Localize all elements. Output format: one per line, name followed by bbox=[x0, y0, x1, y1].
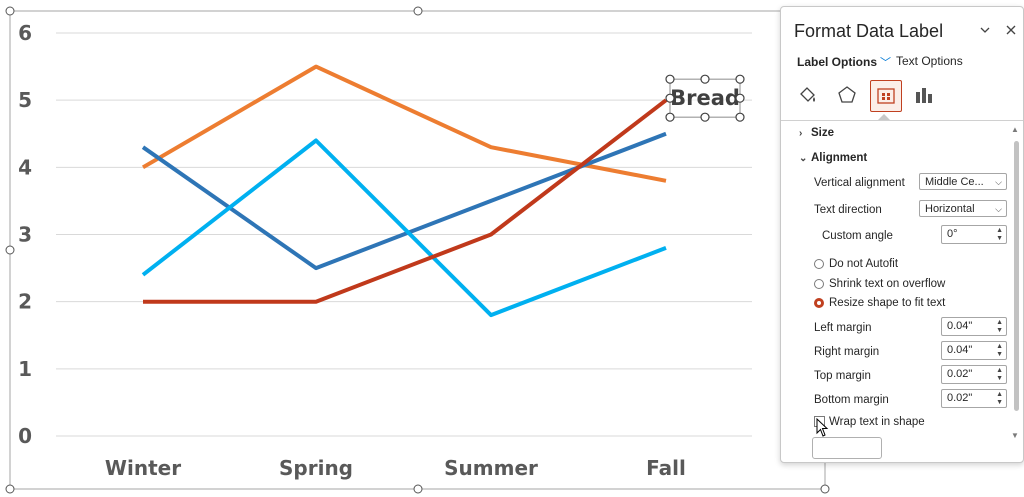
chart-resize-handle[interactable] bbox=[413, 6, 423, 16]
tab-text-options[interactable]: Text Options bbox=[896, 54, 963, 68]
right-margin-spinner[interactable]: 0.04" ▲ ▼ bbox=[941, 341, 1007, 360]
y-tick-label: 2 bbox=[18, 290, 32, 314]
data-label-text[interactable]: Bread bbox=[670, 86, 740, 110]
chevron-down-icon: ⌄ bbox=[799, 153, 808, 164]
do-not-autofit-label[interactable]: Do not Autofit bbox=[829, 258, 899, 270]
custom-angle-spinner[interactable]: 0° ▲ ▼ bbox=[941, 225, 1007, 244]
text-direction-label: Text direction bbox=[814, 204, 882, 216]
spinner-arrows-icon[interactable]: ▲ ▼ bbox=[996, 319, 1003, 334]
wrap-text-label[interactable]: Wrap text in shape bbox=[829, 416, 925, 428]
spinner-arrows-icon[interactable]: ▲ ▼ bbox=[996, 227, 1003, 242]
chevron-down-icon: ⌵ bbox=[995, 204, 1002, 214]
right-margin-label: Right margin bbox=[814, 346, 880, 358]
size-properties-icon[interactable] bbox=[870, 80, 902, 112]
data-label-resize-handle[interactable] bbox=[735, 112, 745, 122]
fill-line-icon[interactable] bbox=[793, 80, 823, 110]
label-options-bars-icon[interactable] bbox=[909, 80, 939, 110]
section-size[interactable]: › Size bbox=[799, 127, 835, 139]
format-data-label-pane: Format Data Label Label Options ﹀ Text Op… bbox=[780, 6, 1024, 463]
y-tick-label: 5 bbox=[18, 88, 32, 112]
x-tick-label: Fall bbox=[646, 456, 686, 480]
shrink-text-label[interactable]: Shrink text on overflow bbox=[829, 278, 946, 290]
left-margin-label: Left margin bbox=[814, 322, 872, 334]
y-tick-label: 0 bbox=[18, 424, 32, 448]
bottom-margin-spinner[interactable]: 0.02" ▲ ▼ bbox=[941, 389, 1007, 408]
data-label-resize-handle[interactable] bbox=[665, 93, 675, 103]
spinner-arrows-icon[interactable]: ▲ ▼ bbox=[996, 391, 1003, 406]
spinner-arrows-icon[interactable]: ▲ ▼ bbox=[996, 343, 1003, 358]
radio-resize-shape[interactable] bbox=[814, 298, 824, 308]
top-margin-spinner[interactable]: 0.02" ▲ ▼ bbox=[941, 365, 1007, 384]
series-line[interactable] bbox=[141, 131, 667, 271]
y-tick-label: 6 bbox=[18, 21, 32, 45]
radio-do-not-autofit[interactable] bbox=[814, 259, 824, 269]
tab-label-options[interactable]: Label Options bbox=[797, 55, 878, 69]
data-label-resize-handle[interactable] bbox=[700, 74, 710, 84]
chart-resize-handle[interactable] bbox=[5, 484, 15, 494]
top-margin-label: Top margin bbox=[814, 370, 871, 382]
tab-pointer bbox=[878, 114, 890, 120]
data-label-resize-handle[interactable] bbox=[665, 112, 675, 122]
scroll-up-icon[interactable]: ▲ bbox=[1011, 125, 1019, 134]
left-margin-spinner[interactable]: 0.04" ▲ ▼ bbox=[941, 317, 1007, 336]
mouse-cursor-icon bbox=[816, 417, 830, 443]
chart-resize-handle[interactable] bbox=[413, 484, 423, 494]
chevron-down-icon[interactable] bbox=[979, 23, 991, 40]
series-line[interactable] bbox=[141, 64, 667, 183]
close-icon[interactable] bbox=[1005, 23, 1017, 40]
scroll-thumb[interactable] bbox=[1014, 141, 1019, 411]
chevron-right-icon: › bbox=[799, 128, 803, 139]
pane-divider bbox=[781, 120, 1023, 121]
resize-shape-label[interactable]: Resize shape to fit text bbox=[829, 297, 946, 309]
x-tick-label: Winter bbox=[105, 456, 181, 480]
section-alignment[interactable]: ⌄ Alignment bbox=[799, 152, 868, 164]
data-label-resize-handle[interactable] bbox=[700, 112, 710, 122]
chevron-down-icon: ⌵ bbox=[995, 177, 1002, 187]
chevron-down-icon[interactable]: ﹀ bbox=[880, 57, 892, 69]
y-tick-label: 4 bbox=[18, 155, 32, 179]
scroll-down-icon[interactable]: ▼ bbox=[1011, 431, 1019, 440]
custom-angle-label: Custom angle bbox=[822, 230, 893, 242]
series-line[interactable] bbox=[143, 98, 668, 304]
chart-resize-handle[interactable] bbox=[820, 484, 830, 494]
x-tick-label: Spring bbox=[279, 456, 353, 480]
data-label-resize-handle[interactable] bbox=[735, 74, 745, 84]
radio-shrink-text[interactable] bbox=[814, 279, 824, 289]
columns-button[interactable] bbox=[812, 437, 882, 459]
data-label-resize-handle[interactable] bbox=[735, 93, 745, 103]
effects-pentagon-icon[interactable] bbox=[832, 80, 862, 110]
x-tick-label: Summer bbox=[444, 456, 538, 480]
chart-resize-handle[interactable] bbox=[5, 245, 15, 255]
series-line[interactable] bbox=[141, 138, 667, 318]
data-label-resize-handle[interactable] bbox=[665, 74, 675, 84]
vertical-alignment-select[interactable]: Middle Ce... ⌵ bbox=[919, 173, 1007, 190]
text-direction-select[interactable]: Horizontal ⌵ bbox=[919, 200, 1007, 217]
y-tick-label: 3 bbox=[18, 223, 32, 247]
pane-title: Format Data Label bbox=[794, 21, 944, 41]
y-tick-label: 1 bbox=[18, 357, 32, 381]
spinner-arrows-icon[interactable]: ▲ ▼ bbox=[996, 367, 1003, 382]
chart-resize-handle[interactable] bbox=[5, 6, 15, 16]
vertical-alignment-label: Vertical alignment bbox=[814, 177, 905, 189]
bottom-margin-label: Bottom margin bbox=[814, 394, 889, 406]
